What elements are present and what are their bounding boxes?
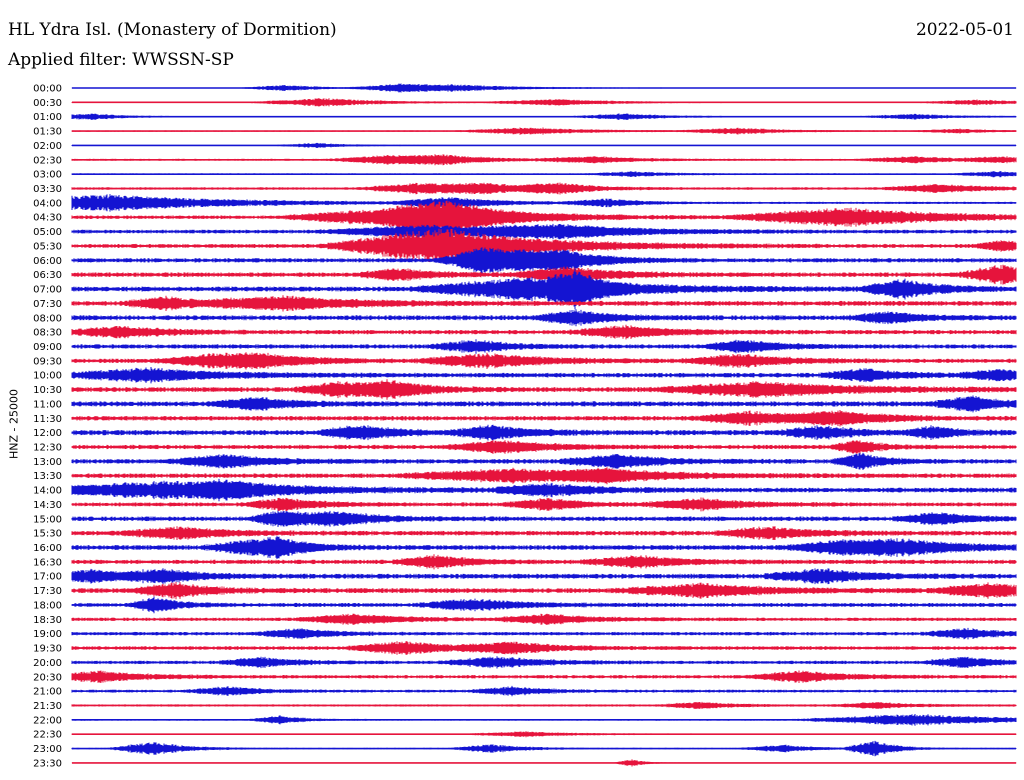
time-label: 17:00 [33, 572, 62, 583]
time-label: 13:00 [33, 457, 62, 468]
time-label: 05:00 [33, 227, 62, 238]
time-label: 22:00 [33, 715, 62, 726]
time-label: 01:00 [33, 112, 62, 123]
time-label: 12:30 [33, 443, 62, 454]
time-label: 03:30 [33, 184, 62, 195]
time-label: 09:00 [33, 342, 62, 353]
time-label: 17:30 [33, 586, 62, 597]
time-label: 14:30 [33, 500, 62, 511]
date-label: 2022-05-01 [915, 20, 1014, 40]
time-label: 19:00 [33, 629, 62, 640]
time-label: 20:00 [33, 658, 62, 669]
time-label: 04:00 [33, 198, 62, 209]
time-label: 11:00 [33, 399, 62, 410]
time-label: 06:00 [33, 256, 62, 267]
filter-label: Applied filter: WWSSN-SP [8, 50, 234, 70]
time-label: 03:00 [33, 170, 62, 181]
time-label: 07:30 [33, 299, 62, 310]
time-label: 09:30 [33, 356, 62, 367]
time-label: 02:00 [33, 141, 62, 152]
time-label: 18:30 [33, 615, 62, 626]
time-label: 14:00 [33, 486, 62, 497]
time-label: 07:00 [33, 285, 62, 296]
time-label: 22:30 [33, 730, 62, 741]
time-label: 15:00 [33, 514, 62, 525]
time-label: 10:30 [33, 385, 62, 396]
time-label: 16:00 [33, 543, 62, 554]
time-label: 11:30 [33, 414, 62, 425]
time-label: 02:30 [33, 155, 62, 166]
time-label: 04:30 [33, 213, 62, 224]
time-label: 01:30 [33, 127, 62, 138]
time-label: 05:30 [33, 241, 62, 252]
time-label: 21:00 [33, 687, 62, 698]
time-label: 08:00 [33, 313, 62, 324]
time-label: 06:30 [33, 270, 62, 281]
time-label: 16:30 [33, 557, 62, 568]
station-title: HL Ydra Isl. (Monastery of Dormition) [8, 20, 337, 40]
time-label: 12:00 [33, 428, 62, 439]
time-label: 13:30 [33, 471, 62, 482]
time-label: 00:00 [33, 84, 62, 95]
time-label: 23:00 [33, 744, 62, 755]
time-label: 21:30 [33, 701, 62, 712]
time-label: 18:00 [33, 600, 62, 611]
time-label: 10:00 [33, 371, 62, 382]
time-label: 19:30 [33, 644, 62, 655]
time-label: 00:30 [33, 98, 62, 109]
time-label: 08:30 [33, 328, 62, 339]
time-label: 15:30 [33, 529, 62, 540]
time-label: 20:30 [33, 672, 62, 683]
time-label: 23:30 [33, 758, 62, 769]
